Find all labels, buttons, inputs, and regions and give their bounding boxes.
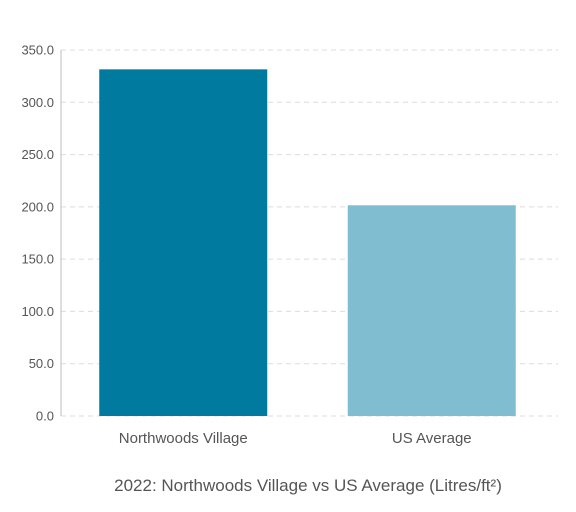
y-tick-label: 350.0 — [21, 43, 54, 58]
y-tick-labels: 0.0 50.0 100.0 150.0 200.0 250.0 300.0 350.0 — [21, 43, 54, 424]
y-tick-label: 200.0 — [21, 199, 54, 214]
bars — [99, 69, 516, 417]
bar-northwoods-village — [99, 69, 268, 417]
y-tick-label: 100.0 — [21, 304, 54, 319]
chart-caption: 2022: Northwoods Village vs US Average (… — [114, 476, 502, 495]
y-tick-label: 150.0 — [21, 252, 54, 267]
bar-us-average — [347, 205, 516, 416]
y-tick-label: 300.0 — [21, 95, 54, 110]
y-tick-label: 0.0 — [36, 409, 54, 424]
y-tick-label: 50.0 — [29, 356, 54, 371]
x-category-label: US Average — [392, 430, 472, 447]
category-labels: Northwoods Village US Average — [119, 430, 472, 447]
x-category-label: Northwoods Village — [119, 430, 248, 447]
y-tick-label: 250.0 — [21, 147, 54, 162]
